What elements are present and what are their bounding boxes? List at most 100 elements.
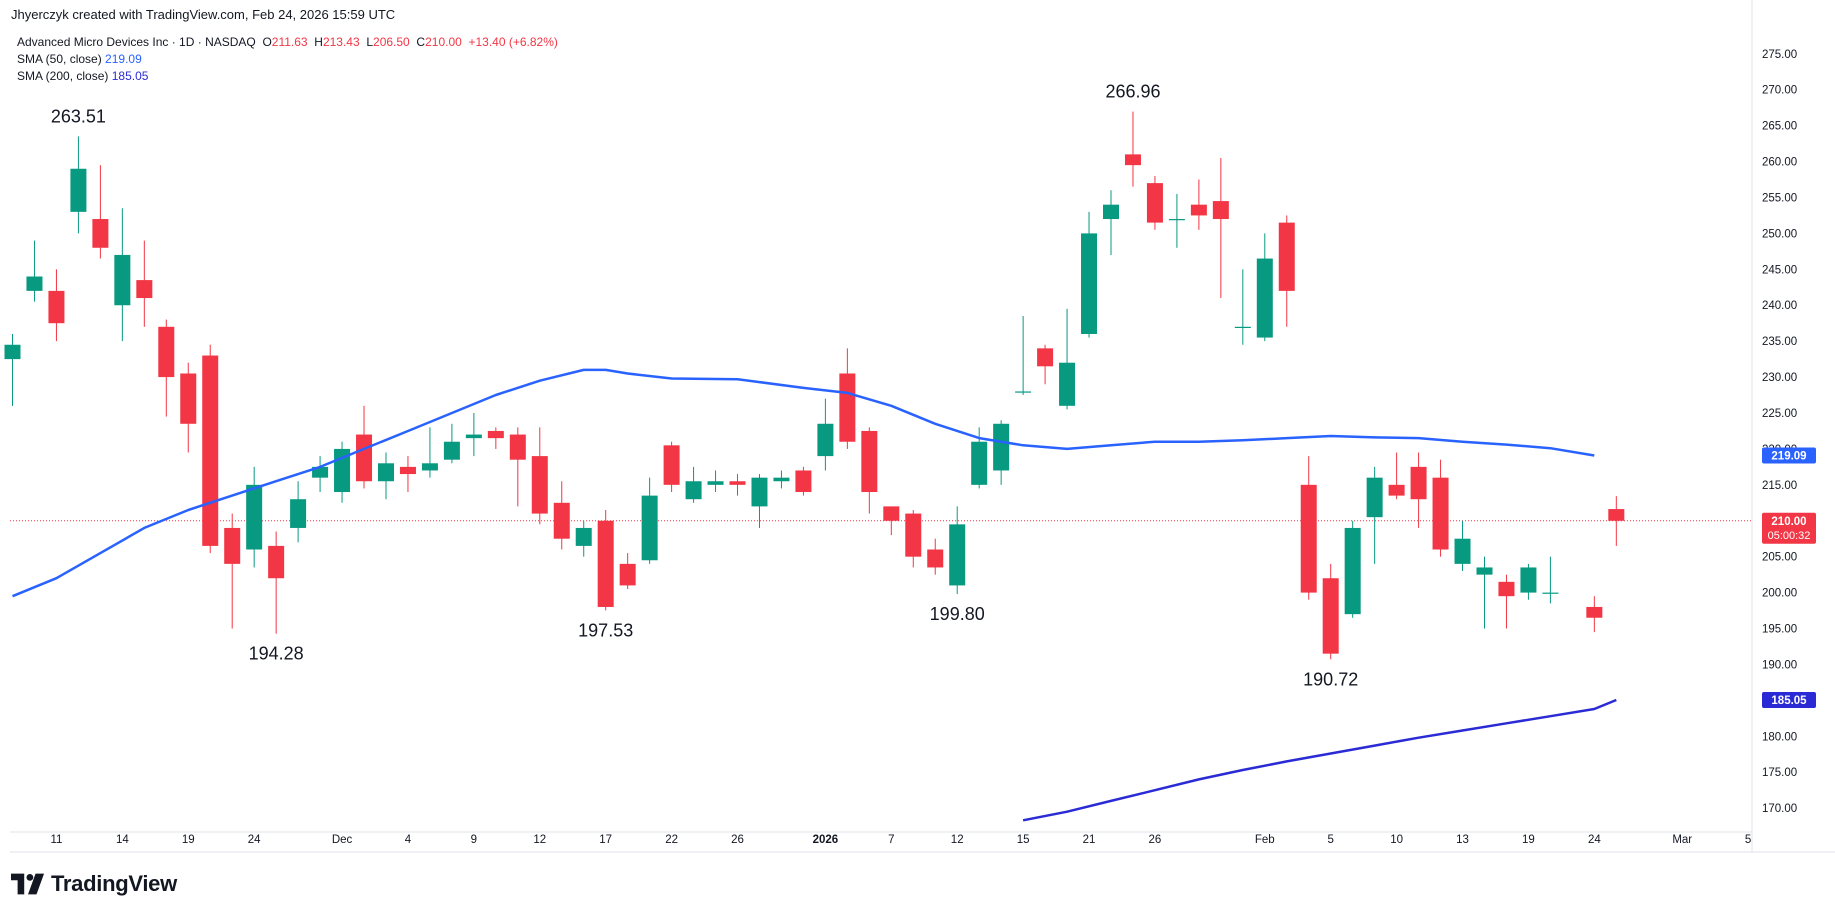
candle-body — [1586, 606, 1603, 618]
candle-body — [26, 276, 43, 291]
sma50-price-tag-text: 219.09 — [1771, 450, 1806, 462]
candle-body — [729, 481, 746, 485]
y-tick-label: 190.00 — [1762, 659, 1797, 671]
candle-body — [905, 513, 922, 557]
price-annotation: 194.28 — [249, 644, 304, 664]
price-annotation: 190.72 — [1303, 669, 1358, 689]
candle-body — [399, 466, 416, 475]
candle-body — [1168, 219, 1185, 221]
legend-sma50-row[interactable]: SMA (50, close) 219.09 — [17, 51, 558, 68]
candle-body — [1322, 578, 1339, 654]
sma50-value: 219.09 — [105, 52, 142, 66]
candle-body — [136, 280, 153, 299]
x-tick-label: 19 — [182, 834, 195, 846]
symbol-description[interactable]: Advanced Micro Devices Inc · 1D · NASDAQ — [17, 35, 256, 49]
ohlc-high: H213.43 — [314, 35, 360, 49]
candle-body — [883, 506, 900, 521]
y-tick-label: 240.00 — [1762, 300, 1797, 312]
candle-body — [575, 527, 592, 546]
countdown-text: 05:00:32 — [1768, 530, 1811, 542]
sma200-price-tag — [1762, 692, 1816, 709]
candle-body — [1454, 538, 1471, 564]
chart-credit: Jhyerczyk created with TradingView.com, … — [11, 7, 396, 22]
current-price-tag — [1762, 512, 1816, 544]
y-tick-label: 275.00 — [1762, 49, 1797, 61]
tradingview-logo-text: TradingView — [51, 871, 177, 896]
candle-body — [1278, 222, 1295, 291]
y-tick-label: 170.00 — [1762, 803, 1797, 815]
y-tick-label: 215.00 — [1762, 480, 1797, 492]
x-tick-label: 26 — [1149, 834, 1162, 846]
ohlc-close: C210.00 — [416, 35, 462, 49]
candle-body — [1037, 348, 1054, 367]
legend-sma200-row[interactable]: SMA (200, close) 185.05 — [17, 68, 558, 85]
sma200-value: 185.05 — [111, 69, 149, 83]
candle-body — [1366, 477, 1383, 518]
x-tick-label: 17 — [599, 834, 612, 846]
sma200-line — [1022, 698, 1617, 822]
y-tick-label: 245.00 — [1762, 264, 1797, 276]
candle-body — [553, 502, 570, 539]
sma50-label: SMA (50, close) — [17, 52, 102, 66]
candle-body — [1498, 581, 1515, 597]
x-tick-label: 14 — [116, 834, 129, 846]
candle-body — [1410, 466, 1427, 500]
candle-body — [1059, 362, 1076, 406]
candle-body — [1103, 204, 1119, 220]
candle-body — [443, 441, 460, 460]
y-tick-label: 270.00 — [1762, 85, 1797, 97]
y-tick-label: 235.00 — [1762, 336, 1797, 348]
candle-body — [1146, 183, 1163, 223]
x-tick-label: 24 — [1588, 834, 1601, 846]
candle-body — [1476, 567, 1493, 575]
y-tick-label: 250.00 — [1762, 228, 1797, 240]
x-tick-label: 26 — [731, 834, 744, 846]
candle-body — [114, 254, 131, 306]
candle-body — [312, 466, 329, 478]
candle-body — [70, 168, 87, 212]
x-tick-label: 13 — [1456, 834, 1469, 846]
candle-body — [356, 434, 373, 482]
candle-body — [1542, 592, 1559, 594]
x-tick-label: 2026 — [813, 834, 839, 846]
candle-body — [927, 549, 944, 568]
candle-body — [1608, 509, 1625, 521]
candle-body — [246, 484, 263, 550]
candle-body — [465, 434, 482, 439]
y-tick-label: 195.00 — [1762, 624, 1797, 636]
x-tick-label: 21 — [1083, 834, 1096, 846]
y-tick-label: 225.00 — [1762, 408, 1797, 420]
y-tick-label: 230.00 — [1762, 372, 1797, 384]
candle-body — [1344, 527, 1361, 615]
sma50-line — [12, 368, 1595, 598]
y-tick-label: 175.00 — [1762, 767, 1797, 779]
candle-body — [1234, 326, 1251, 328]
candle-body — [224, 527, 241, 564]
chart-legend: Advanced Micro Devices Inc · 1D · NASDAQ… — [17, 34, 558, 85]
current-price-tag-text: 210.00 — [1771, 516, 1806, 528]
candle-body — [751, 477, 768, 507]
candle-body — [1212, 201, 1229, 220]
x-tick-label: 12 — [951, 834, 964, 846]
candle-body — [707, 481, 724, 485]
candle-body — [971, 441, 988, 485]
x-tick-label: 4 — [405, 834, 412, 846]
ohlc-low: L206.50 — [366, 35, 410, 49]
sma50-price-tag — [1762, 447, 1816, 464]
candle-body — [641, 495, 658, 561]
candle-body — [685, 481, 702, 500]
candle-body — [663, 445, 680, 485]
tradingview-logo[interactable]: TradingView — [11, 871, 177, 897]
candle-body — [1015, 391, 1032, 393]
candle-body — [290, 499, 307, 528]
x-tick-label: Feb — [1255, 834, 1275, 846]
candle-body — [1300, 484, 1317, 593]
candle-body — [861, 430, 878, 493]
x-tick-label: 5 — [1327, 834, 1333, 846]
x-tick-label: 7 — [888, 834, 894, 846]
candle-body — [839, 373, 856, 442]
x-tick-label: 22 — [665, 834, 678, 846]
x-tick-label: 24 — [248, 834, 261, 846]
x-tick-label: 19 — [1522, 834, 1535, 846]
